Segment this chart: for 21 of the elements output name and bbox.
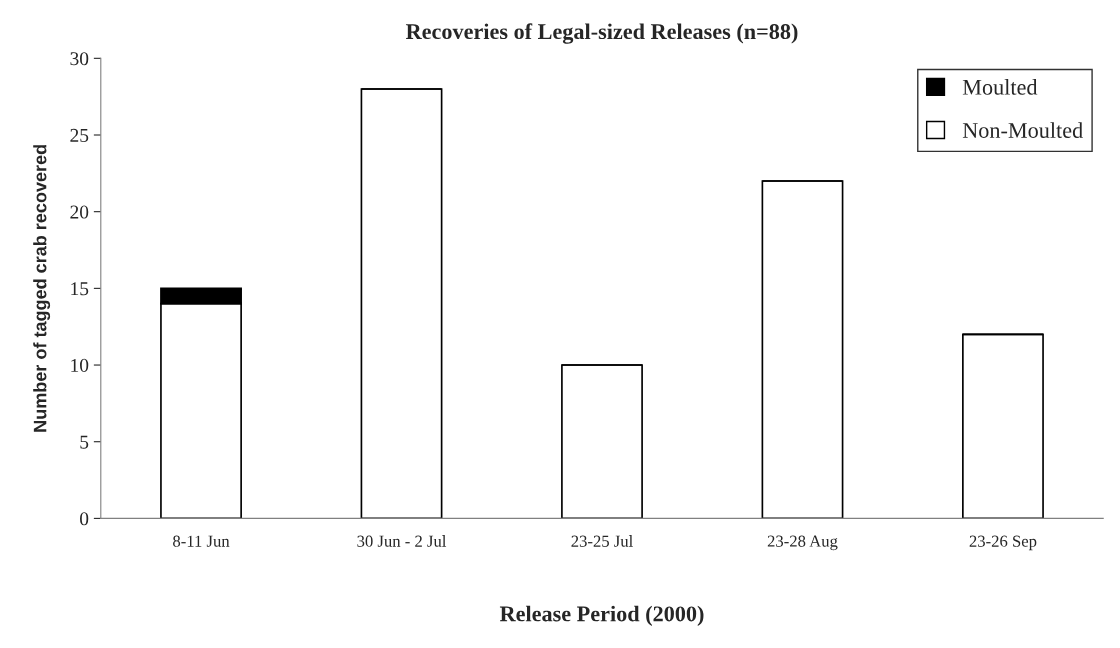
y-tick-label: 20	[70, 205, 89, 219]
x-axis-title: Release Period (2000)	[499, 605, 704, 626]
y-tick-label: 25	[70, 128, 89, 142]
y-tick-label: 15	[71, 282, 89, 296]
x-tick-label: 23-25 Jul	[571, 535, 633, 547]
x-tick-label: 23-28 Aug	[767, 535, 838, 551]
legend-label: Non-Moulted	[962, 122, 1083, 138]
bar	[962, 333, 1044, 519]
bar	[360, 88, 443, 519]
y-tick-label: 0	[80, 512, 89, 526]
y-axis-title: Number of tagged crab recovered	[33, 145, 51, 432]
x-tick-label: 8-11 Jun	[173, 535, 230, 547]
x-tick-label: 30 Jun - 2 Jul	[357, 535, 447, 547]
chart-title: Recoveries of Legal-sized Releases (n=88)	[405, 23, 798, 44]
y-tick-label: 10	[71, 358, 89, 372]
legend-label: Moulted	[962, 79, 1038, 95]
x-tick-label: 23-26 Sep	[969, 535, 1037, 551]
y-tick-label: 30	[70, 52, 89, 66]
bar	[561, 364, 643, 519]
bar	[761, 180, 844, 519]
y-tick-label: 5	[80, 435, 89, 449]
